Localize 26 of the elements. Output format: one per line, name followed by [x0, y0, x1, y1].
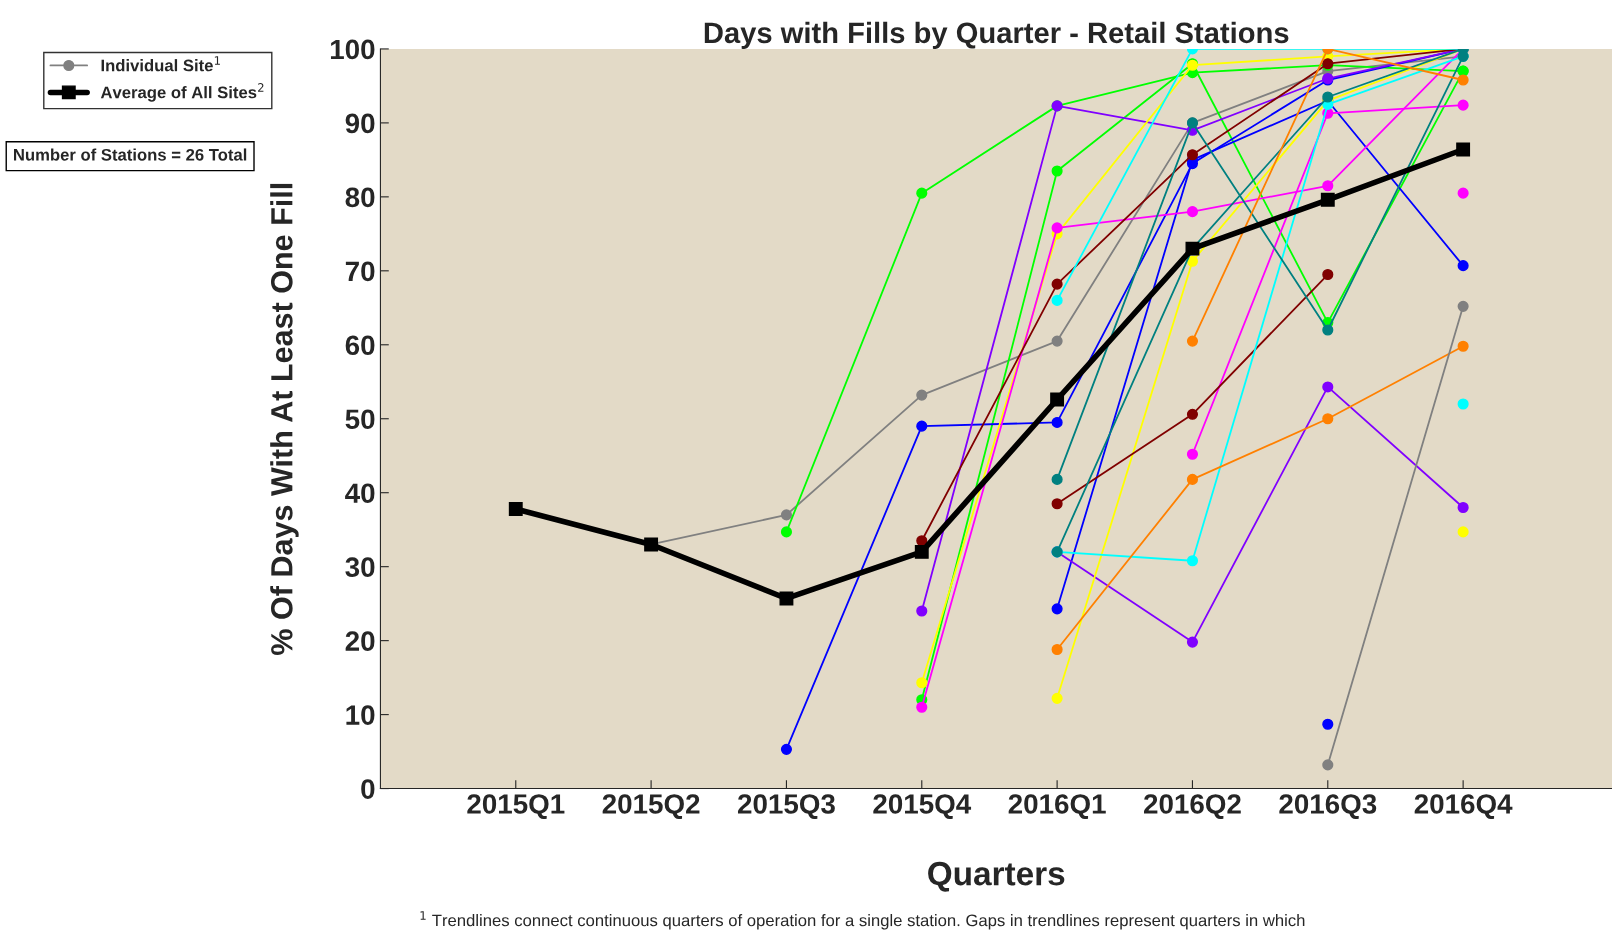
y-tick-label: 10: [346, 705, 375, 725]
y-tick-label: 20: [345, 631, 375, 651]
y-tick-label: 40: [345, 483, 375, 504]
legend-label: Individual Site$^{1}$: [101, 56, 220, 72]
legend-label: Average of All Sites$^{2}$: [100, 83, 264, 102]
x-axis-title: Quarters: [928, 861, 1065, 892]
x-tick-label: 2016Q4: [1414, 794, 1513, 820]
y-tick-label: 50: [345, 409, 375, 430]
x-tick-label: 2016Q3: [1279, 794, 1377, 820]
x-tick-label: 2015Q3: [737, 794, 835, 820]
x-tick-label: 2015Q4: [873, 794, 972, 820]
x-tick-label: 2015Q2: [602, 794, 700, 820]
y-tick-label: 70: [345, 261, 375, 282]
x-tick-label: 2016Q2: [1144, 794, 1241, 820]
y-tick-label: 60: [345, 335, 375, 356]
y-tick-label: 100: [330, 39, 375, 60]
text: $^{1}$ Trendlines connect continuous quarters of operation for a single station. Gaps in trendlines represent quarters in which: [420, 911, 1305, 930]
y-tick-label: 30: [345, 557, 375, 578]
y-tick-label: 90: [345, 113, 375, 134]
y-tick-label: 0: [361, 779, 375, 799]
text: Number of Stations = 26 Total: [14, 148, 247, 161]
chart-title: Days with Fills by Quarter - Retail Stations: [704, 21, 1289, 49]
y-axis-title: % Of Days With At Least One Fill: [270, 183, 299, 655]
x-tick-label: 2016Q1: [1008, 794, 1106, 820]
y-tick-label: 80: [345, 187, 375, 208]
x-tick-label: 2015Q1: [467, 794, 565, 820]
